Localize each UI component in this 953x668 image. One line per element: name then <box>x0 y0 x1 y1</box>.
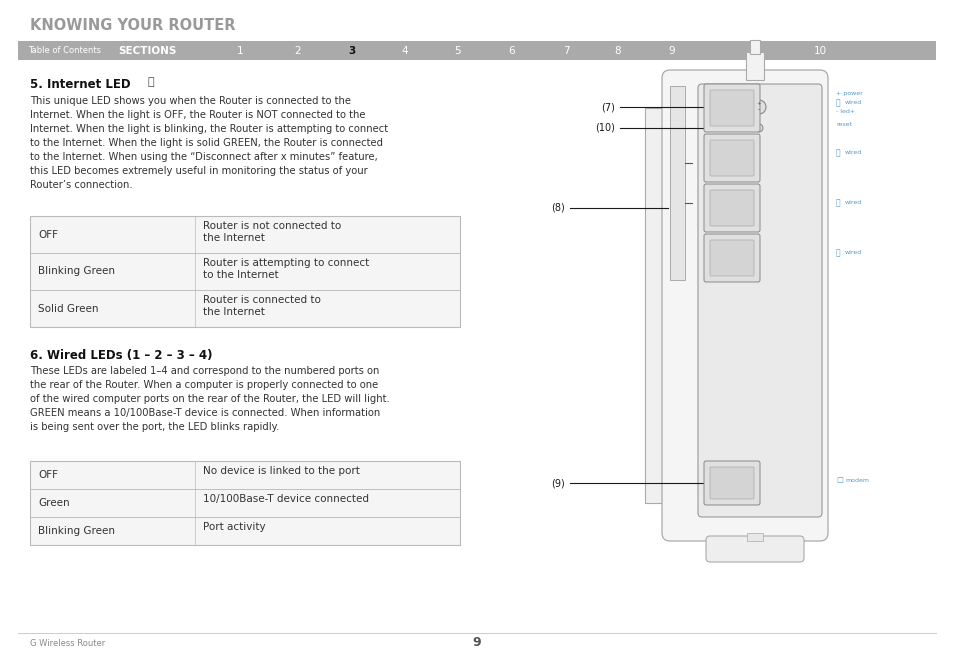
Text: ⌸: ⌸ <box>835 248 840 257</box>
Text: 2: 2 <box>294 45 301 55</box>
Text: 6. Wired LEDs (1 – 2 – 3 – 4): 6. Wired LEDs (1 – 2 – 3 – 4) <box>30 349 213 362</box>
Text: 4: 4 <box>401 45 408 55</box>
FancyBboxPatch shape <box>705 536 803 562</box>
Circle shape <box>751 100 765 114</box>
Bar <box>745 52 763 80</box>
Bar <box>30 253 459 290</box>
Text: -: - <box>757 106 760 112</box>
FancyBboxPatch shape <box>709 190 753 226</box>
Bar <box>669 86 684 280</box>
Bar <box>30 489 459 517</box>
FancyBboxPatch shape <box>661 70 827 541</box>
Bar <box>30 489 459 517</box>
Text: 7: 7 <box>562 45 569 55</box>
Text: SECTIONS: SECTIONS <box>118 45 176 55</box>
Text: 10: 10 <box>813 45 825 55</box>
Text: wired: wired <box>844 250 862 255</box>
FancyBboxPatch shape <box>703 461 760 505</box>
Text: Router is not connected to
the Internet: Router is not connected to the Internet <box>203 221 341 242</box>
Text: No device is linked to the port: No device is linked to the port <box>203 466 359 476</box>
Text: 10/100Base-T device connected: 10/100Base-T device connected <box>203 494 369 504</box>
Text: Blinking Green: Blinking Green <box>38 267 115 277</box>
Bar <box>706 98 746 116</box>
Text: wired: wired <box>844 150 862 156</box>
Bar <box>644 108 664 503</box>
Text: Table of Contents: Table of Contents <box>28 46 101 55</box>
Text: + power: + power <box>835 91 862 96</box>
Bar <box>30 216 459 253</box>
Text: Solid Green: Solid Green <box>38 303 98 313</box>
Text: +: + <box>756 101 760 106</box>
Text: (9): (9) <box>551 478 564 488</box>
Text: modem: modem <box>844 478 868 482</box>
Bar <box>30 461 459 545</box>
Text: reset: reset <box>835 122 851 128</box>
FancyBboxPatch shape <box>703 184 760 232</box>
Text: 3: 3 <box>348 45 355 55</box>
Text: KNOWING YOUR ROUTER: KNOWING YOUR ROUTER <box>30 18 235 33</box>
Text: Port activity: Port activity <box>203 522 265 532</box>
FancyBboxPatch shape <box>703 84 760 132</box>
Text: Green: Green <box>38 498 70 508</box>
Text: (8): (8) <box>551 203 564 213</box>
Text: ⌸: ⌸ <box>835 198 840 208</box>
Text: ⌸: ⌸ <box>835 148 840 158</box>
FancyBboxPatch shape <box>703 134 760 182</box>
Text: ⌸: ⌸ <box>835 98 840 108</box>
Text: Router is connected to
the Internet: Router is connected to the Internet <box>203 295 320 317</box>
Text: 5: 5 <box>455 45 461 55</box>
Bar <box>30 290 459 327</box>
Text: - led+: - led+ <box>835 109 854 114</box>
Circle shape <box>754 124 762 132</box>
Text: Blinking Green: Blinking Green <box>38 526 115 536</box>
Text: OFF: OFF <box>38 470 58 480</box>
Text: 9: 9 <box>472 637 481 649</box>
Text: 5. Internet LED: 5. Internet LED <box>30 78 131 91</box>
Text: wired: wired <box>844 200 862 206</box>
Bar <box>18 41 935 60</box>
Bar <box>30 253 459 290</box>
Bar <box>749 40 760 54</box>
Bar <box>30 290 459 327</box>
Text: This unique LED shows you when the Router is connected to the
Internet. When the: This unique LED shows you when the Route… <box>30 96 388 190</box>
FancyBboxPatch shape <box>709 467 753 499</box>
Text: 8: 8 <box>614 45 620 55</box>
FancyBboxPatch shape <box>709 140 753 176</box>
Text: These LEDs are labeled 1–4 and correspond to the numbered ports on
the rear of t: These LEDs are labeled 1–4 and correspon… <box>30 366 390 432</box>
Text: wired: wired <box>844 100 862 106</box>
Bar <box>30 517 459 545</box>
Text: 6: 6 <box>508 45 515 55</box>
FancyBboxPatch shape <box>698 84 821 517</box>
Text: (10): (10) <box>595 123 615 133</box>
Text: Router is attempting to connect
to the Internet: Router is attempting to connect to the I… <box>203 258 369 280</box>
Bar <box>746 533 762 541</box>
FancyBboxPatch shape <box>703 234 760 282</box>
FancyBboxPatch shape <box>709 240 753 276</box>
Bar <box>30 517 459 545</box>
Text: G Wireless Router: G Wireless Router <box>30 639 105 647</box>
Text: 1: 1 <box>236 45 243 55</box>
FancyBboxPatch shape <box>709 90 753 126</box>
Bar <box>30 461 459 489</box>
Bar <box>30 216 459 253</box>
Bar <box>30 216 459 327</box>
Text: ☐: ☐ <box>835 476 842 484</box>
Text: OFF: OFF <box>38 230 58 240</box>
Text: (7): (7) <box>600 102 615 112</box>
Text: 9: 9 <box>668 45 675 55</box>
Text: ⌖: ⌖ <box>148 77 154 87</box>
Bar <box>30 461 459 489</box>
